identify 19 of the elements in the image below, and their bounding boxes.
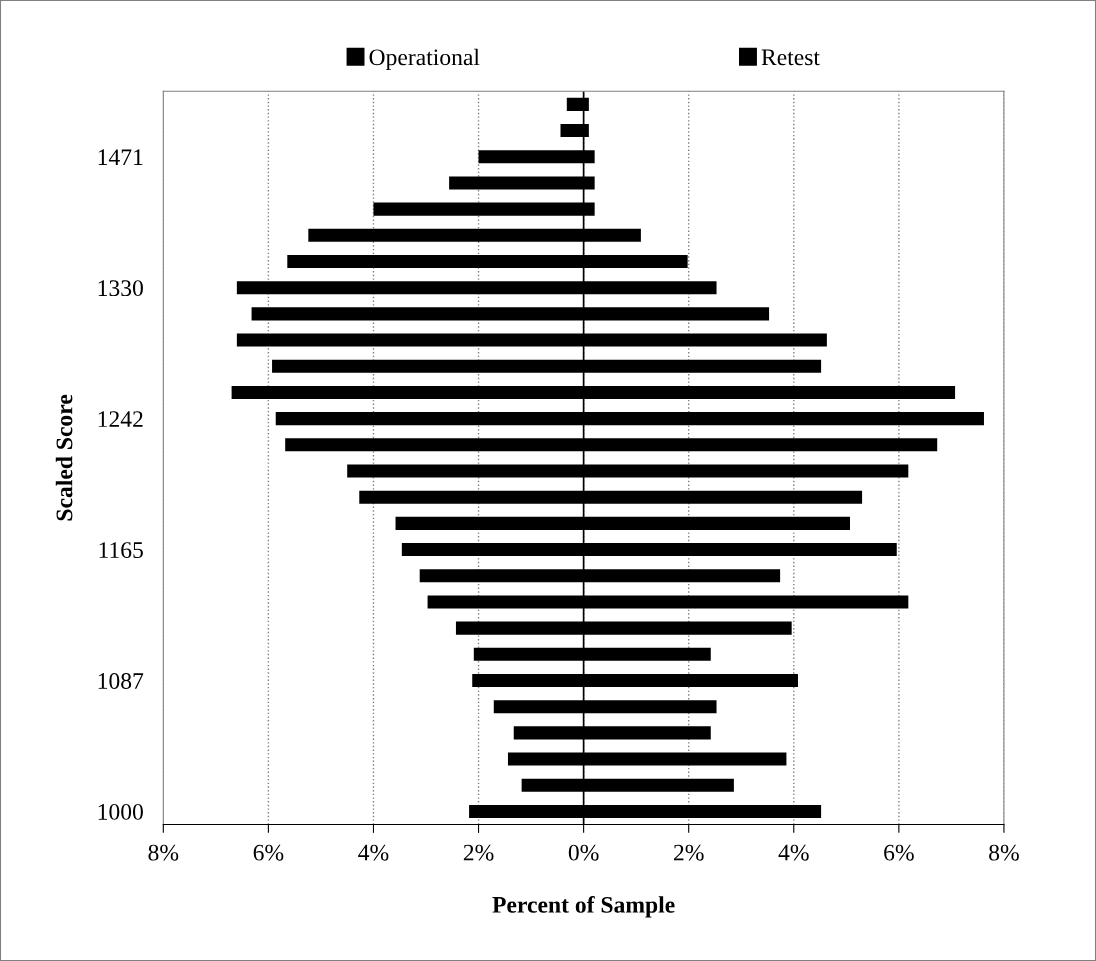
y-tick-label: 1330 <box>98 280 143 297</box>
y-axis-title: Scaled Score <box>55 394 73 521</box>
x-tick-label: 8% <box>989 844 1019 861</box>
legend-label: Retest <box>761 49 820 66</box>
y-tick-label: 1000 <box>98 803 143 820</box>
x-tick-label: 2% <box>674 844 704 861</box>
y-tick-label: 1087 <box>98 673 144 689</box>
y-tick-label: 1242 <box>98 411 143 427</box>
x-tick-label: 6% <box>253 844 284 861</box>
legend-label: Operational <box>369 48 480 71</box>
y-tick-label: 1165 <box>99 542 143 558</box>
x-tick-label: 4% <box>778 844 809 861</box>
x-tick-label: 2% <box>463 844 494 861</box>
x-tick-label: 0% <box>568 844 599 861</box>
x-axis-title: Percent of Sample <box>492 895 675 918</box>
x-tick-label: 4% <box>358 844 389 861</box>
y-tick-label: 1471 <box>98 149 143 165</box>
x-tick-label: 6% <box>884 844 914 861</box>
x-tick-label: 8% <box>148 844 179 861</box>
